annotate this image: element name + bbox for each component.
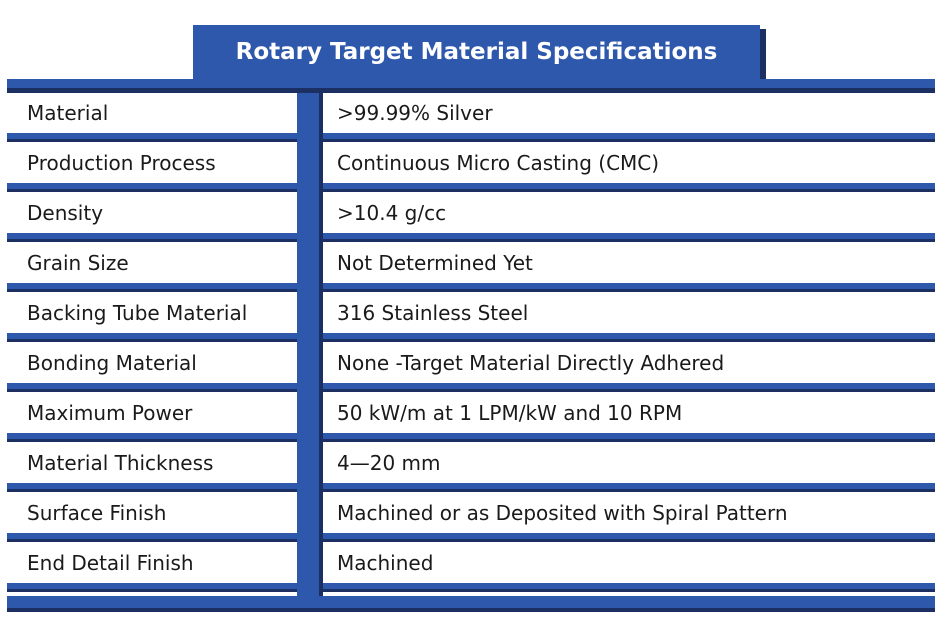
table-row: Grain Size Not Determined Yet <box>7 243 935 289</box>
table-top-band <box>7 79 935 88</box>
row-value: Machined or as Deposited with Spiral Pat… <box>337 501 788 525</box>
table-row: Material >99.99% Silver <box>7 93 935 139</box>
specifications-table: Material >99.99% Silver Production Proce… <box>7 93 935 596</box>
row-label: Density <box>27 201 104 225</box>
table-row: Maximum Power 50 kW/m at 1 LPM/kW and 10… <box>7 393 935 439</box>
row-label: Surface Finish <box>27 501 167 525</box>
table-row: Material Thickness 4—20 mm <box>7 443 935 489</box>
table-bottom-band <box>7 596 935 608</box>
row-label: End Detail Finish <box>27 551 194 575</box>
row-value: Machined <box>337 551 434 575</box>
row-value: Continuous Micro Casting (CMC) <box>337 151 660 175</box>
row-label: Production Process <box>27 151 216 175</box>
table-row: Production Process Continuous Micro Cast… <box>7 143 935 189</box>
table-row: Backing Tube Material 316 Stainless Stee… <box>7 293 935 339</box>
row-value: 4—20 mm <box>337 451 441 475</box>
row-label: Grain Size <box>27 251 129 275</box>
table-title-text: Rotary Target Material Specifications <box>235 39 718 65</box>
row-value: 50 kW/m at 1 LPM/kW and 10 RPM <box>337 401 683 425</box>
row-value: >99.99% Silver <box>337 101 493 125</box>
column-divider <box>297 93 319 596</box>
row-label: Material <box>27 101 109 125</box>
row-label: Maximum Power <box>27 401 193 425</box>
table-title: Rotary Target Material Specifications <box>193 25 760 79</box>
row-value: 316 Stainless Steel <box>337 301 529 325</box>
row-label: Backing Tube Material <box>27 301 248 325</box>
row-value: None -Target Material Directly Adhered <box>337 351 725 375</box>
row-value: Not Determined Yet <box>337 251 533 275</box>
table-row: Bonding Material None -Target Material D… <box>7 343 935 389</box>
table-row: End Detail Finish Machined <box>7 543 935 589</box>
table-row: Density >10.4 g/cc <box>7 193 935 239</box>
table-row: Surface Finish Machined or as Deposited … <box>7 493 935 539</box>
row-label: Material Thickness <box>27 451 214 475</box>
row-value: >10.4 g/cc <box>337 201 447 225</box>
row-label: Bonding Material <box>27 351 197 375</box>
